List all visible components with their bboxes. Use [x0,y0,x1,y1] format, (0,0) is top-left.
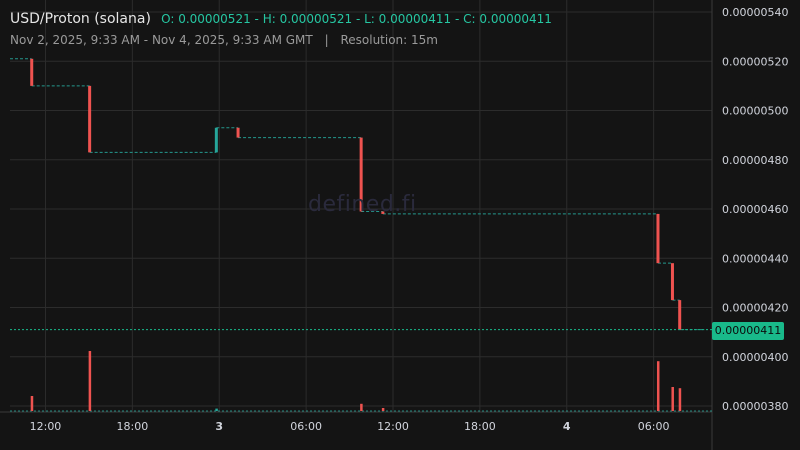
volume-bar [360,403,363,411]
y-tick-label: 0.00000380 [722,400,788,413]
low-label: L: [364,12,375,26]
date-range: Nov 2, 2025, 9:33 AM - Nov 4, 2025, 9:33… [10,33,313,47]
candle-down [656,213,660,264]
open-value: 0.00000521 [178,12,251,26]
ohlc-readout: O: 0.00000521 - H: 0.00000521 - L: 0.000… [161,12,552,26]
high-label: H: [262,12,276,26]
y-tick-label: 0.00000500 [722,105,788,118]
y-tick-label: 0.00000520 [722,55,788,68]
x-tick-label: 06:00 [638,420,670,433]
resolution: Resolution: 15m [340,33,438,47]
x-tick-label: 12:00 [377,420,409,433]
candle-down [381,211,385,214]
chart-subheader: Nov 2, 2025, 9:33 AM - Nov 4, 2025, 9:33… [10,33,438,47]
high-value: 0.00000521 [279,12,353,26]
candle-down [359,137,363,212]
volume-bar [656,361,660,411]
volume-bar [30,396,34,411]
pair-title: USD/Proton (solana) [10,11,151,27]
candle-down [88,85,92,153]
volume-bar [215,408,218,411]
candle-down [678,300,682,330]
y-tick-label: 0.00000480 [722,154,788,167]
y-tick-label: 0.00000420 [722,302,788,315]
volume-bar [671,387,674,411]
close-label: C: [463,12,476,26]
y-tick-label: 0.00000400 [722,351,788,364]
low-value: 0.00000411 [378,12,452,26]
candle-down [236,127,240,138]
last-price-tag: 0.00000411 [712,322,784,340]
y-tick-label: 0.00000460 [722,203,788,216]
close-value: 0.00000411 [479,12,552,26]
x-tick-label: 18:00 [117,420,149,433]
candle-down [670,263,674,301]
x-tick-label: 3 [215,420,223,433]
volume-bar [678,388,682,411]
candle-up [214,127,218,153]
watermark: defined.fi [308,192,417,217]
volume-bar [381,408,385,411]
candle-down [30,58,34,86]
x-tick-label: 18:00 [464,420,496,433]
y-tick-label: 0.00000540 [722,6,788,19]
separator: | [324,33,329,47]
chart-header: USD/Proton (solana) O: 0.00000521 - H: 0… [10,11,552,27]
open-label: O: [161,12,175,26]
x-tick-label: 06:00 [290,420,322,433]
x-tick-label: 12:00 [30,420,62,433]
x-tick-label: 4 [563,420,571,433]
volume-bar [88,351,92,411]
y-tick-label: 0.00000440 [722,252,788,265]
